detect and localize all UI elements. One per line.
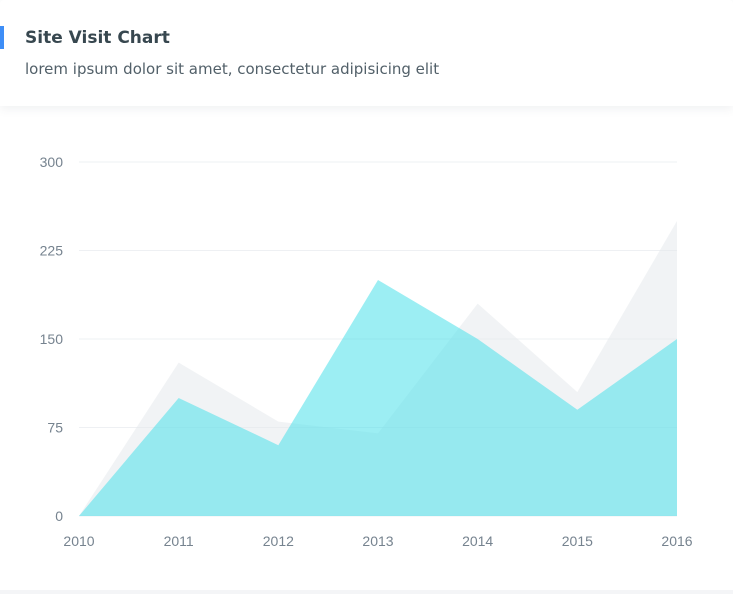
x-axis-ticks: 2010 2011 2012 2013 2014 2015 2016 <box>63 533 692 549</box>
y-axis-ticks: 300 225 150 75 0 <box>40 154 64 524</box>
series-areas <box>79 221 677 516</box>
x-tick-label: 2013 <box>362 533 393 549</box>
y-tick-label: 225 <box>40 243 64 259</box>
chart-area: 300 225 150 75 0 2010 2011 2012 2013 2014 2015 201… <box>0 106 733 590</box>
title-accent-bar <box>0 26 4 49</box>
x-tick-label: 2015 <box>562 533 593 549</box>
x-tick-label: 2010 <box>63 533 94 549</box>
y-tick-label: 75 <box>47 420 63 436</box>
y-tick-label: 0 <box>55 508 63 524</box>
x-tick-label: 2011 <box>164 533 194 549</box>
x-tick-label: 2012 <box>263 533 294 549</box>
card-title: Site Visit Chart <box>25 28 170 48</box>
x-tick-label: 2016 <box>661 533 692 549</box>
y-tick-label: 150 <box>40 331 64 347</box>
card-subtitle: lorem ipsum dolor sit amet, consectetur … <box>25 60 440 78</box>
x-tick-label: 2014 <box>462 533 493 549</box>
card-header: Site Visit Chart lorem ipsum dolor sit a… <box>0 0 733 106</box>
y-tick-label: 300 <box>40 154 64 170</box>
series-area-2 <box>79 280 677 516</box>
